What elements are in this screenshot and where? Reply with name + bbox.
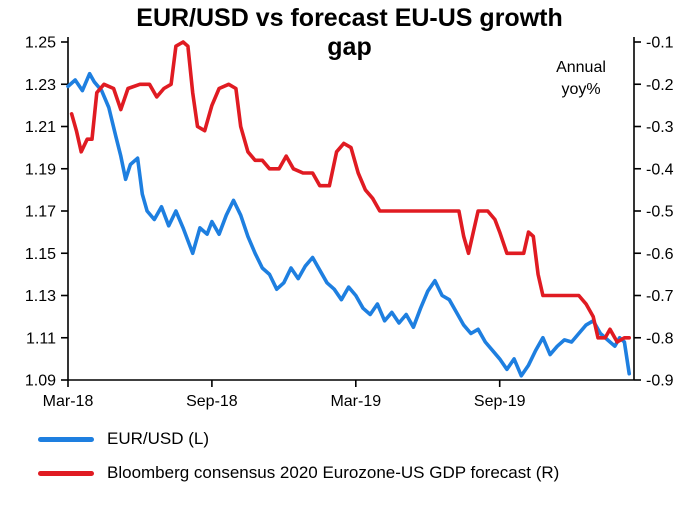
legend-item-gdp-forecast: Bloomberg consensus 2020 Eurozone-US GDP… xyxy=(38,463,559,483)
legend-line-gdp-forecast-icon xyxy=(38,470,94,476)
annotation-annual-yoy: yoy% xyxy=(561,81,600,98)
y-axis-left-label: 1.19 xyxy=(25,161,56,178)
x-axis-label: Sep-19 xyxy=(474,393,526,410)
legend-label-gdp-forecast: Bloomberg consensus 2020 Eurozone-US GDP… xyxy=(107,463,560,482)
x-axis-label: Mar-19 xyxy=(330,393,381,410)
y-axis-left-label: 1.21 xyxy=(25,119,56,136)
y-axis-right-label: -0.9 xyxy=(646,373,674,390)
y-axis-right-label: -0.1 xyxy=(646,35,674,52)
legend-item-eur-usd: EUR/USD (L) xyxy=(38,429,559,449)
legend: EUR/USD (L) Bloomberg consensus 2020 Eur… xyxy=(38,429,559,483)
y-axis-right-label: -0.4 xyxy=(646,161,674,178)
legend-label-eur-usd: EUR/USD (L) xyxy=(107,429,210,448)
y-axis-left-label: 1.13 xyxy=(25,288,56,305)
x-axis-label: Sep-18 xyxy=(186,393,238,410)
y-axis-left-label: 1.09 xyxy=(25,373,56,390)
y-axis-left-label: 1.15 xyxy=(25,246,56,263)
y-axis-right-label: -0.3 xyxy=(646,119,674,136)
plot-area: 1.09 1.11 1.13 1.15 1.17 1.19 1.21 1.23 1.25 -0.9… xyxy=(25,35,674,411)
y-axis-right-label: -0.6 xyxy=(646,246,674,263)
y-axis-right-label: -0.2 xyxy=(646,77,674,94)
series-line-eur-usd xyxy=(66,71,632,378)
y-axis-left-label: 1.11 xyxy=(26,330,56,347)
annotation-annual-yoy: Annual xyxy=(556,59,606,76)
y-axis-right-label: -0.7 xyxy=(646,288,674,305)
chart-title: EUR/USD vs forecast EU-US growth gap xyxy=(136,4,563,61)
y-axis-left-label: 1.17 xyxy=(25,204,56,221)
y-axis-right-label: -0.5 xyxy=(646,204,674,221)
x-axis-label: Mar-18 xyxy=(43,393,94,410)
y-axis-right-label: -0.8 xyxy=(646,330,674,347)
legend-line-eur-usd-icon xyxy=(38,436,94,442)
series-line-gdp-forecast-gap xyxy=(69,40,632,344)
y-axis-left-label: 1.23 xyxy=(25,77,56,94)
y-axis-left-label: 1.25 xyxy=(25,35,56,52)
